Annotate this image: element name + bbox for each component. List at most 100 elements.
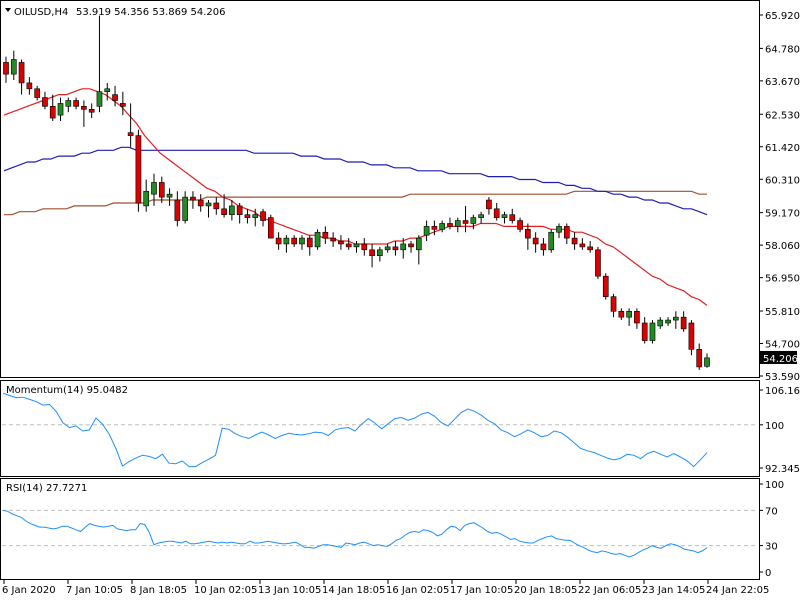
candle-body: [345, 243, 352, 248]
rsi-series: [2, 509, 708, 558]
candle: [10, 50, 17, 80]
candle-body: [634, 310, 640, 324]
candle-body: [361, 243, 368, 251]
candle: [415, 235, 422, 265]
candle: [57, 97, 64, 121]
candle-body: [330, 237, 336, 242]
candle-body: [174, 199, 181, 221]
candle: [532, 232, 539, 253]
candle: [525, 223, 531, 250]
candle-body: [415, 237, 422, 251]
candle: [112, 85, 118, 107]
candle: [556, 223, 562, 239]
candle: [158, 176, 165, 203]
last-price-marker: 54.206: [760, 350, 798, 365]
price-tick-label: 65.920: [765, 11, 800, 22]
candle-body: [34, 88, 40, 98]
candle: [571, 232, 578, 250]
candle: [493, 202, 500, 221]
candle: [579, 238, 586, 250]
price-axis: 65.920 64.780 63.670 62.530 61.420 60.310 59.1…: [759, 11, 800, 383]
rsi-axis: 100 70 30 0: [759, 480, 784, 579]
candle-body: [696, 349, 703, 368]
candle-body: [657, 319, 664, 327]
candle: [501, 211, 508, 224]
candle-body: [439, 223, 446, 230]
rsi-tick-label: 30: [765, 542, 778, 553]
candle-body: [10, 59, 17, 75]
candle: [377, 246, 383, 262]
candle-body: [454, 220, 461, 227]
candle: [439, 220, 446, 233]
candle-body: [579, 243, 586, 248]
candle: [65, 97, 72, 113]
time-tick-label: 22 Jan 06:05: [578, 585, 641, 596]
candle: [563, 223, 570, 244]
candle: [190, 191, 196, 209]
candle: [283, 235, 290, 253]
candle: [447, 217, 453, 230]
candle: [34, 85, 40, 101]
candle-body: [236, 205, 243, 215]
candle: [151, 173, 157, 206]
candle-body: [595, 249, 601, 277]
candle: [470, 214, 477, 230]
candle-body: [143, 190, 150, 207]
candle-body: [306, 237, 313, 248]
candle: [626, 308, 632, 326]
candle: [135, 129, 142, 212]
time-tick-label: 23 Jan 14:05: [642, 585, 705, 596]
candle: [197, 194, 204, 212]
candle: [166, 188, 173, 206]
collapse-triangle-icon[interactable]: [5, 8, 11, 12]
candle: [704, 353, 710, 368]
candle: [509, 208, 516, 224]
candle-body: [291, 237, 298, 245]
candle: [478, 211, 484, 224]
candle: [236, 202, 243, 224]
rsi-tick-label: 70: [765, 506, 778, 517]
candle-body: [127, 132, 134, 136]
candle-body: [120, 103, 126, 107]
candle: [73, 97, 79, 110]
time-tick-label: 13 Jan 10:05: [258, 585, 321, 596]
candle: [673, 311, 679, 329]
time-tick-label: 17 Jan 10:05: [450, 585, 513, 596]
candle-body: [602, 275, 609, 297]
candle-body: [571, 237, 578, 245]
candle-body: [680, 316, 687, 330]
candle-body: [525, 229, 531, 239]
candle-body: [665, 319, 671, 324]
candle: [88, 103, 95, 119]
momentum-line: [2, 392, 758, 468]
candle-body: [540, 243, 547, 251]
price-tick-label: 59.170: [765, 209, 800, 220]
candle-body: [649, 322, 656, 341]
time-tick-label: 24 Jan 22:05: [706, 585, 769, 596]
candle-body: [49, 106, 56, 119]
candle-body: [431, 226, 438, 230]
candle-body: [377, 249, 383, 256]
candle-body: [135, 135, 142, 204]
candle-body: [57, 103, 64, 116]
candle-body: [462, 220, 469, 224]
time-tick-label: 14 Jan 18:05: [322, 585, 385, 596]
price-tick-label: 61.420: [765, 143, 800, 154]
candle: [548, 229, 555, 253]
candle: [353, 241, 360, 253]
candle: [96, 15, 103, 113]
candle: [267, 214, 274, 239]
candle: [244, 208, 251, 224]
candle: [306, 235, 313, 256]
candle-body: [229, 205, 235, 215]
momentum-pane-frame: [0, 380, 760, 477]
candle-body: [548, 231, 555, 251]
time-axis: 6 Jan 2020 7 Jan 10:05 8 Jan 18:05 10 Jan 0…: [2, 580, 769, 596]
candle: [361, 238, 368, 256]
candle-body: [197, 199, 204, 207]
candle-body: [252, 214, 259, 218]
candle-body: [338, 240, 344, 245]
candle: [42, 91, 48, 110]
candle: [400, 238, 407, 259]
